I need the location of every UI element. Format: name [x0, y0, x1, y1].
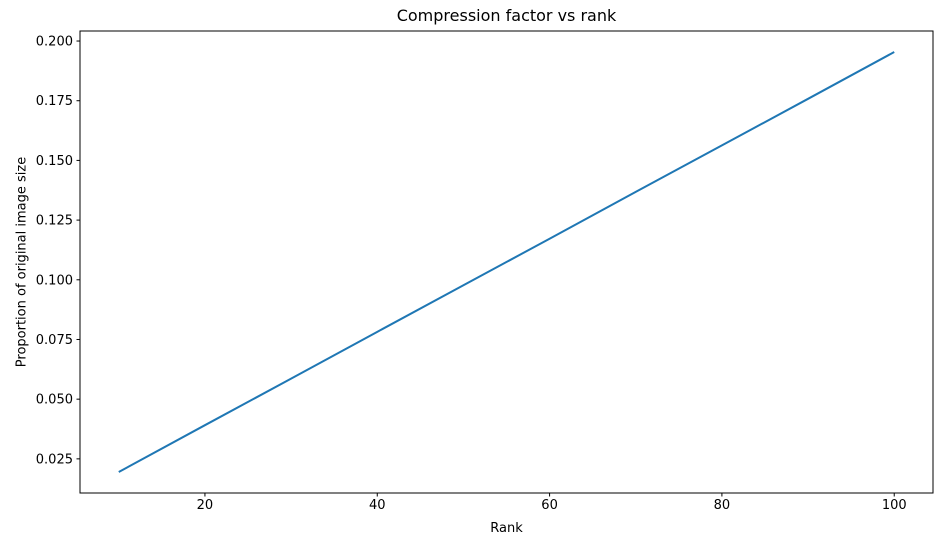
data-series-line [118, 51, 895, 473]
x-axis-label: Rank [490, 521, 523, 536]
y-tick-label: 0.050 [36, 393, 73, 408]
y-tick-label: 0.075 [36, 333, 73, 348]
y-tick-label: 0.200 [36, 35, 73, 50]
axes-frame [79, 30, 934, 494]
x-tick-label: 20 [197, 498, 214, 513]
y-tick-label: 0.025 [36, 452, 73, 467]
y-tick-label: 0.150 [36, 154, 73, 169]
chart-title: Compression factor vs rank [396, 6, 617, 25]
x-tick-label: 80 [714, 498, 731, 513]
x-tick-label: 100 [882, 498, 907, 513]
y-tick-label: 0.100 [36, 273, 73, 288]
y-tick-label: 0.125 [36, 214, 73, 229]
y-tick-label: 0.175 [36, 94, 73, 109]
x-tick-label: 60 [541, 498, 558, 513]
x-tick-label: 40 [369, 498, 386, 513]
